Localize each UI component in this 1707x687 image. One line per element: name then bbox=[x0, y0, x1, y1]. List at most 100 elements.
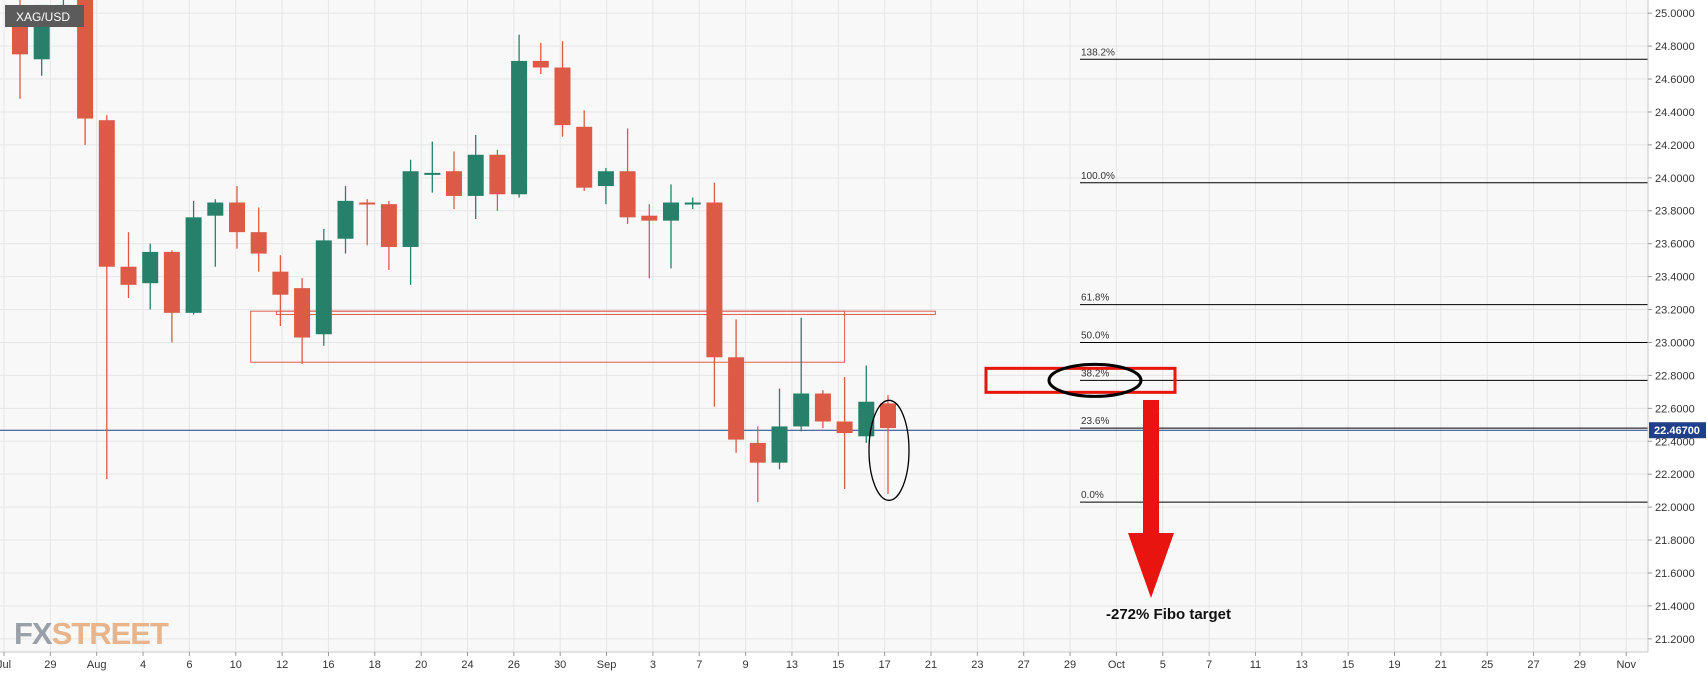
candle bbox=[749, 426, 766, 503]
x-tick-label: 16 bbox=[322, 659, 334, 671]
y-tick-label: 21.6000 bbox=[1655, 568, 1695, 580]
candle-body bbox=[663, 202, 679, 221]
y-tick-label: 24.4000 bbox=[1655, 107, 1695, 119]
candle bbox=[511, 34, 528, 198]
candle bbox=[337, 186, 354, 254]
x-tick-label: Oct bbox=[1108, 659, 1125, 671]
candle bbox=[684, 197, 701, 210]
x-tick-label: 13 bbox=[1296, 659, 1308, 671]
candle-body bbox=[597, 171, 614, 187]
candle bbox=[142, 243, 159, 310]
y-tick-label: 23.8000 bbox=[1655, 206, 1695, 218]
last-price-tag-bg bbox=[1649, 422, 1706, 439]
target-arrow-shaft bbox=[1143, 400, 1159, 533]
candle bbox=[315, 228, 332, 346]
last-price-tag: 22.46700 bbox=[1649, 422, 1706, 439]
x-tick-label: 12 bbox=[276, 659, 288, 671]
candle-body bbox=[207, 202, 224, 216]
last-price-label: 22.46700 bbox=[1654, 425, 1700, 437]
fibo-target-label: -272% Fibo target bbox=[1106, 606, 1231, 623]
candle bbox=[663, 184, 679, 269]
y-tick-label: 24.8000 bbox=[1655, 41, 1695, 53]
x-tick-label: 15 bbox=[832, 659, 844, 671]
candle bbox=[554, 41, 571, 137]
candle-body bbox=[142, 251, 159, 284]
x-tick-label: 24 bbox=[461, 659, 473, 671]
fib-382-ellipse bbox=[1047, 362, 1143, 398]
x-tick-label: 10 bbox=[230, 659, 242, 671]
candle-body bbox=[880, 403, 896, 429]
candle bbox=[489, 149, 506, 211]
y-tick-label: 21.2000 bbox=[1655, 634, 1695, 646]
fib-label: 50.0% bbox=[1081, 330, 1109, 341]
fib-label: 138.2% bbox=[1081, 47, 1115, 58]
x-tick-label: 20 bbox=[415, 659, 427, 671]
plot-background bbox=[0, 0, 1648, 652]
x-axis-background bbox=[0, 652, 1648, 687]
candle bbox=[728, 319, 745, 453]
candle-body bbox=[858, 401, 875, 437]
x-tick-label: 7 bbox=[696, 659, 702, 671]
candle bbox=[98, 115, 115, 480]
x-tick-label: Aug bbox=[87, 659, 107, 671]
candle-body bbox=[120, 266, 137, 285]
candle-body bbox=[684, 202, 701, 205]
x-tick-label: 27 bbox=[1018, 659, 1030, 671]
y-tick-label: 24.0000 bbox=[1655, 173, 1695, 185]
x-tick-label: 29 bbox=[1574, 659, 1586, 671]
candle bbox=[771, 388, 788, 470]
y-tick-label: 21.4000 bbox=[1655, 601, 1695, 613]
x-tick-label: 7 bbox=[1206, 659, 1212, 671]
candle-body bbox=[424, 172, 441, 175]
x-tick-label: 9 bbox=[743, 659, 749, 671]
candle-body bbox=[446, 171, 462, 196]
x-tick-label: 26 bbox=[508, 659, 520, 671]
candle-body bbox=[229, 202, 245, 233]
symbol-text: XAG/USD bbox=[16, 10, 70, 24]
candle bbox=[402, 159, 419, 285]
fxstreet-logo: FXSTREET bbox=[14, 616, 169, 651]
candle bbox=[185, 200, 202, 315]
support-zones bbox=[250, 310, 936, 363]
fib-label: 100.0% bbox=[1081, 171, 1115, 182]
candle bbox=[77, 0, 94, 145]
candle-body bbox=[532, 60, 549, 68]
y-tick-label: 22.6000 bbox=[1655, 403, 1695, 415]
candle-body bbox=[706, 202, 723, 358]
candle-body bbox=[185, 217, 202, 313]
x-tick-label: 23 bbox=[971, 659, 983, 671]
y-tick-label: 22.0000 bbox=[1655, 502, 1695, 514]
symbol-label: XAG/USD bbox=[5, 5, 84, 27]
candle-body bbox=[250, 232, 267, 254]
fib-label: 23.6% bbox=[1081, 416, 1109, 427]
candle bbox=[424, 141, 441, 193]
fib-label: 38.2% bbox=[1081, 368, 1109, 379]
candle-body bbox=[272, 271, 289, 295]
candle bbox=[641, 204, 658, 279]
candles bbox=[12, 0, 896, 503]
candle bbox=[858, 365, 875, 443]
x-tick-label: 4 bbox=[140, 659, 146, 671]
fib-label: 61.8% bbox=[1081, 293, 1109, 304]
support-zone bbox=[250, 310, 846, 363]
x-tick-label: 30 bbox=[554, 659, 566, 671]
candle bbox=[793, 317, 810, 432]
candle-body bbox=[814, 393, 831, 422]
candle-body bbox=[380, 204, 397, 247]
x-tick-label: 11 bbox=[1250, 659, 1261, 671]
x-tick-label: 15 bbox=[1342, 659, 1354, 671]
candle-body bbox=[77, 0, 94, 119]
x-tick-label: 19 bbox=[1388, 659, 1400, 671]
x-tick-label: 21 bbox=[1435, 659, 1447, 671]
candle-body bbox=[315, 240, 332, 335]
logo-street: STREET bbox=[52, 616, 169, 651]
candle-body bbox=[728, 357, 745, 440]
y-tick-label: 24.6000 bbox=[1655, 74, 1695, 86]
candle-body bbox=[359, 202, 376, 205]
y-tick-label: 22.4000 bbox=[1655, 436, 1695, 448]
candle bbox=[250, 207, 267, 272]
annotations: -272% Fibo target bbox=[868, 362, 1231, 623]
resistance-box bbox=[984, 366, 1177, 394]
x-tick-label: 25 bbox=[1481, 659, 1493, 671]
